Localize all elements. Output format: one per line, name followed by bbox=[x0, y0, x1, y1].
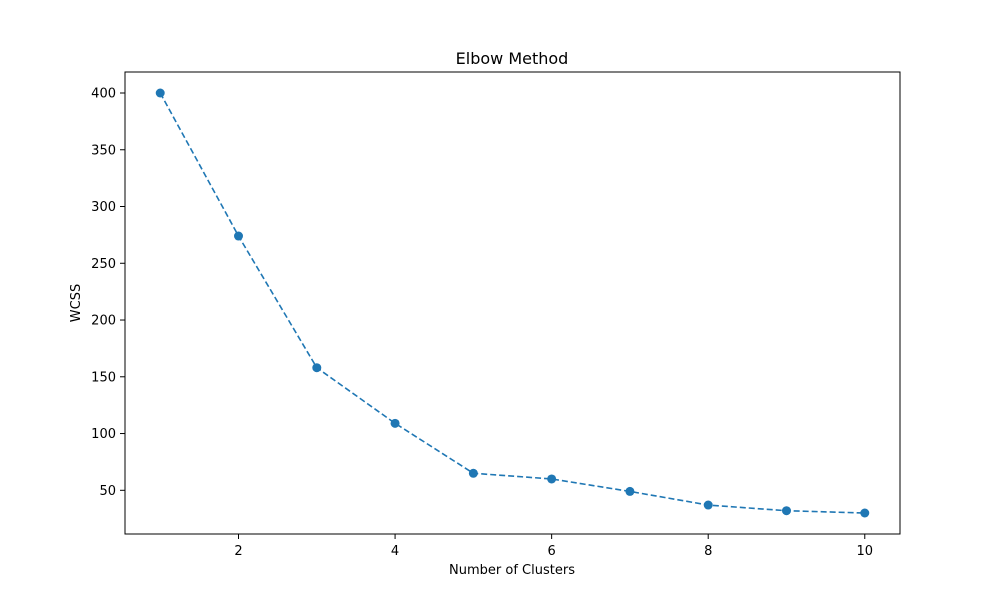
y-axis-ticks: 50 100 150 200 250 300 350 400 bbox=[91, 87, 125, 499]
x-tick-label: 2 bbox=[234, 544, 242, 559]
chart-title: Elbow Method bbox=[456, 49, 569, 68]
data-point bbox=[781, 506, 791, 516]
x-axis-ticks: 2 4 6 8 10 bbox=[234, 534, 873, 559]
x-tick-label: 10 bbox=[856, 544, 873, 559]
plot-area-background bbox=[125, 72, 900, 534]
series-layer bbox=[155, 88, 870, 518]
y-tick-label: 300 bbox=[91, 200, 116, 215]
plot-area-frame bbox=[124, 71, 901, 535]
data-point bbox=[234, 231, 244, 241]
y-tick-label: 100 bbox=[91, 427, 116, 442]
y-tick-label: 250 bbox=[91, 257, 116, 272]
y-tick-label: 200 bbox=[91, 314, 116, 329]
y-tick-label: 400 bbox=[91, 87, 116, 102]
data-point bbox=[547, 474, 557, 484]
x-tick-label: 8 bbox=[704, 544, 712, 559]
x-tick-label: 4 bbox=[391, 544, 399, 559]
data-point bbox=[625, 486, 635, 496]
data-point bbox=[703, 500, 713, 510]
y-axis-label: WCSS bbox=[69, 284, 84, 322]
series-line bbox=[159, 92, 865, 514]
data-point bbox=[312, 363, 322, 373]
x-tick-label: 6 bbox=[548, 544, 556, 559]
x-axis-label: Number of Clusters bbox=[449, 563, 575, 578]
data-point bbox=[155, 88, 165, 98]
data-point bbox=[860, 508, 870, 518]
y-tick-label: 150 bbox=[91, 370, 116, 385]
y-tick-label: 350 bbox=[91, 143, 116, 158]
y-tick-label: 50 bbox=[99, 484, 116, 499]
data-point bbox=[390, 418, 400, 428]
data-point bbox=[468, 468, 478, 478]
